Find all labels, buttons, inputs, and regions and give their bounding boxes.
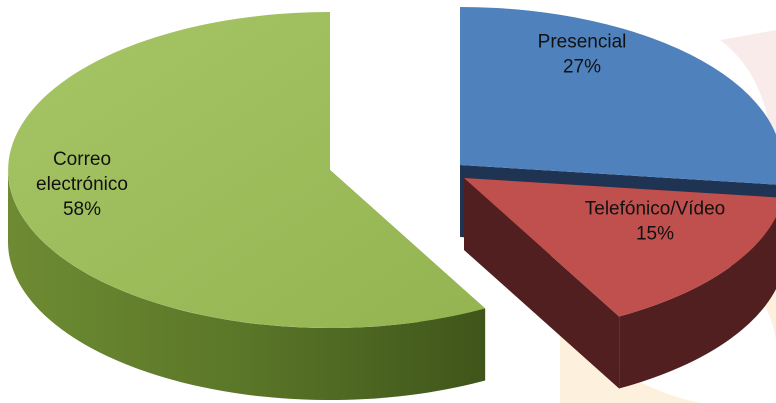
slice-name-label: Presencial <box>538 32 627 53</box>
pie-slice-outer-side <box>619 217 776 389</box>
pie-slice-label-presencial: Presencial 27% <box>538 32 627 78</box>
slice-percent-label: 58% <box>63 199 101 220</box>
slice-name-label: electrónico <box>36 174 128 195</box>
pie-slice-top <box>460 7 776 185</box>
pie-slice-label-correo-electronico: Correo electrónico 58% <box>36 149 128 220</box>
pie-slice-telefonico-video <box>464 178 776 389</box>
pie-slice-outer-side <box>7 170 486 401</box>
slice-percent-label: 27% <box>563 57 601 78</box>
pie-slice-label-telefonico-video: Telefónico/Vídeo 15% <box>585 199 726 245</box>
pie-slice-side-wall <box>464 178 620 389</box>
pie-slice-top <box>8 12 486 328</box>
slice-percent-label: 15% <box>636 224 674 245</box>
pie-slice-top <box>464 178 776 317</box>
slice-name-label: Correo <box>53 149 111 170</box>
pie-slice-correo-electronico <box>7 12 486 401</box>
slice-name-label: Telefónico/Vídeo <box>585 199 726 220</box>
